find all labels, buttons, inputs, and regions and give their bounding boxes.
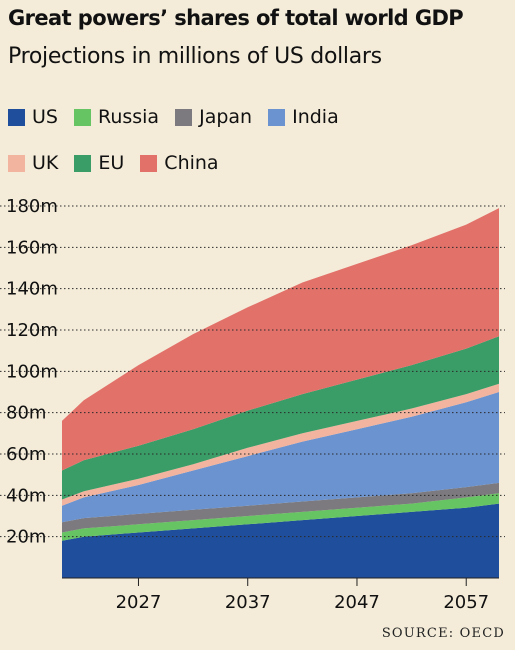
legend-label: UK <box>32 152 59 174</box>
legend-label: Russia <box>97 106 160 128</box>
y-tick-label: 20m <box>6 527 46 548</box>
legend-swatch <box>268 108 286 126</box>
legend-label: US <box>32 106 58 128</box>
area-india <box>62 392 499 523</box>
y-tick-label: 60m <box>6 444 46 465</box>
y-tick-label: 160m <box>6 237 58 258</box>
source-note: SOURCE: OECD <box>381 626 505 641</box>
legend-swatch <box>74 154 92 172</box>
area-us <box>62 503 499 578</box>
x-tick-label: 2037 <box>225 592 271 613</box>
area-uk <box>62 383 499 506</box>
legend-item-us: US <box>8 104 58 130</box>
legend-item-india: India <box>268 104 339 130</box>
legend-label: Japan <box>199 106 253 128</box>
y-tick-label: 120m <box>6 320 58 341</box>
x-tick-label: 2047 <box>334 592 380 613</box>
legend-item-china: China <box>140 150 219 176</box>
y-tick-label: 100m <box>6 361 58 382</box>
area-china <box>62 208 499 471</box>
legend-label: India <box>292 106 339 128</box>
y-tick-label: 140m <box>6 279 58 300</box>
legend-item-russia: Russia <box>73 104 160 130</box>
legend-swatch <box>8 154 25 172</box>
area-eu <box>62 336 499 500</box>
area-russia <box>62 493 499 541</box>
y-tick-label: 40m <box>6 485 46 506</box>
legend-label: China <box>164 152 219 174</box>
chart-subtitle: Projections in millions of US dollars <box>8 44 382 69</box>
legend-item-japan: Japan <box>175 104 252 130</box>
y-tick-label: 80m <box>6 403 46 424</box>
x-tick-label: 2027 <box>116 592 162 613</box>
x-tick-label: 2057 <box>443 592 489 613</box>
legend-swatch <box>175 108 193 126</box>
legend-swatch <box>8 108 25 126</box>
legend-item-eu: EU <box>74 150 124 176</box>
chart-title: Great powers’ shares of total world GDP <box>8 6 464 30</box>
legend-swatch <box>140 154 158 172</box>
legend-swatch <box>73 108 91 126</box>
legend-item-uk: UK <box>8 150 58 176</box>
legend: US Russia Japan India UK EU China <box>8 104 508 176</box>
area-japan <box>62 482 499 533</box>
y-tick-label: 180m <box>6 196 58 217</box>
legend-label: EU <box>98 152 125 174</box>
